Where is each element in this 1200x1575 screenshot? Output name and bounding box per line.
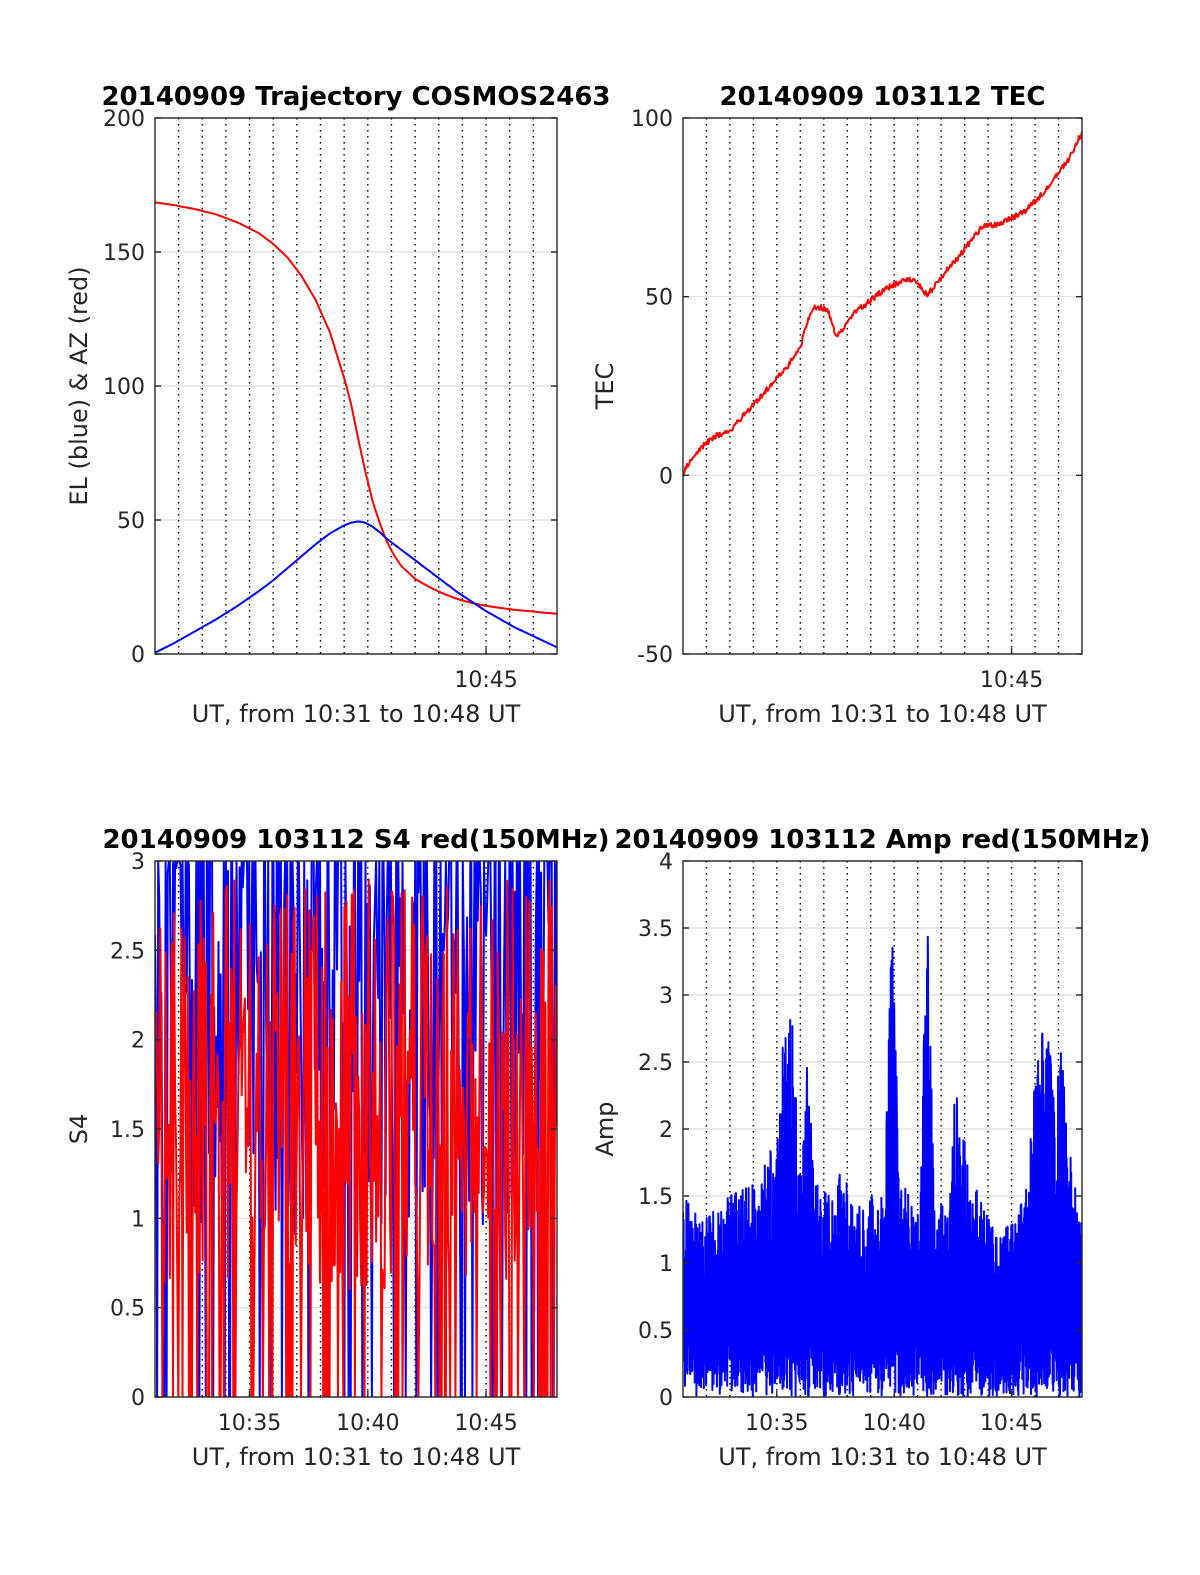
y-tick-label: 1.5 bbox=[110, 1118, 145, 1143]
y-tick-label: 1 bbox=[659, 1252, 673, 1277]
y-tick-label: -50 bbox=[637, 643, 673, 668]
y-tick-label: 2.5 bbox=[638, 1051, 673, 1076]
y-tick-label: 2.5 bbox=[110, 939, 145, 964]
x-tick-label: 10:40 bbox=[863, 1411, 926, 1436]
plot-area bbox=[683, 118, 1082, 654]
x-tick-label: 10:45 bbox=[980, 1411, 1043, 1436]
series-group bbox=[155, 201, 557, 654]
y-axis-label: Amp bbox=[591, 1101, 619, 1156]
chart-3: 0 0.5 1 1.5 2 2.5 3 10:35 10:40 10:45 20140909 103… bbox=[65, 825, 610, 1471]
x-axis-label: UT, from 10:31 to 10:48 UT bbox=[718, 1443, 1047, 1471]
y-tick-label: 3 bbox=[659, 984, 673, 1009]
x-tick-label: 10:35 bbox=[218, 1411, 281, 1436]
y-axis-label: S4 bbox=[65, 1114, 93, 1145]
y-tick-label: 0 bbox=[659, 464, 673, 489]
x-tick-label: 10:40 bbox=[336, 1411, 399, 1436]
series-line-2 bbox=[155, 520, 557, 654]
y-tick-label: 4 bbox=[659, 850, 673, 875]
chart-1: 0 50 100 150 200 10:45 20140909 Trajectory COS… bbox=[65, 82, 611, 728]
x-tick-label: 10:45 bbox=[980, 668, 1043, 693]
y-tick-label: 50 bbox=[645, 286, 673, 311]
y-tick-label: 200 bbox=[103, 107, 145, 132]
series-group bbox=[683, 935, 1082, 1397]
y-tick-label: 100 bbox=[631, 107, 673, 132]
series-line-2 bbox=[155, 878, 557, 1397]
chart-title: 20140909 103112 S4 red(150MHz) bbox=[102, 825, 609, 855]
y-tick-label: 3.5 bbox=[638, 917, 673, 942]
y-tick-label: 2 bbox=[131, 1029, 145, 1054]
y-tick-label: 1 bbox=[131, 1207, 145, 1232]
y-tick-label: 0 bbox=[659, 1386, 673, 1411]
x-tick-label: 10:45 bbox=[454, 1411, 517, 1436]
chart-title: 20140909 103112 TEC bbox=[720, 82, 1046, 112]
y-tick-label: 50 bbox=[117, 509, 145, 534]
x-axis-label: UT, from 10:31 to 10:48 UT bbox=[192, 700, 521, 728]
x-axis-label: UT, from 10:31 to 10:48 UT bbox=[718, 700, 1047, 728]
y-tick-label: 3 bbox=[131, 850, 145, 875]
y-tick-label: 0.5 bbox=[110, 1297, 145, 1322]
series-group bbox=[155, 861, 557, 1397]
y-tick-label: 150 bbox=[103, 241, 145, 266]
axes-frame bbox=[682, 117, 1083, 655]
series-line-1 bbox=[683, 935, 1082, 1397]
series-line-1 bbox=[155, 201, 557, 615]
y-axis-label: TEC bbox=[591, 363, 619, 411]
series-line-1 bbox=[683, 131, 1082, 477]
y-tick-label: 2 bbox=[659, 1118, 673, 1143]
x-axis-label: UT, from 10:31 to 10:48 UT bbox=[192, 1443, 521, 1471]
chart-2: -50 0 50 100 10:45 20140909 103112 TEC UT, fro… bbox=[591, 82, 1083, 728]
y-tick-label: 100 bbox=[103, 375, 145, 400]
chart-title: 20140909 103112 Amp red(150MHz) bbox=[614, 825, 1150, 855]
series-group bbox=[683, 131, 1082, 477]
x-tick-label: 10:35 bbox=[745, 1411, 808, 1436]
y-tick-label: 1.5 bbox=[638, 1185, 673, 1210]
y-tick-label: 0 bbox=[131, 1386, 145, 1411]
x-tick-label: 10:45 bbox=[454, 668, 517, 693]
chart-title: 20140909 Trajectory COSMOS2463 bbox=[101, 82, 610, 112]
y-tick-label: 0 bbox=[131, 643, 145, 668]
y-axis-label: EL (blue) & AZ (red) bbox=[65, 266, 93, 505]
chart-4: 0 0.5 1 1.5 2 2.5 3 3.5 4 10:35 10:40 10:45 20140909… bbox=[591, 825, 1151, 1471]
y-tick-label: 0.5 bbox=[638, 1319, 673, 1344]
